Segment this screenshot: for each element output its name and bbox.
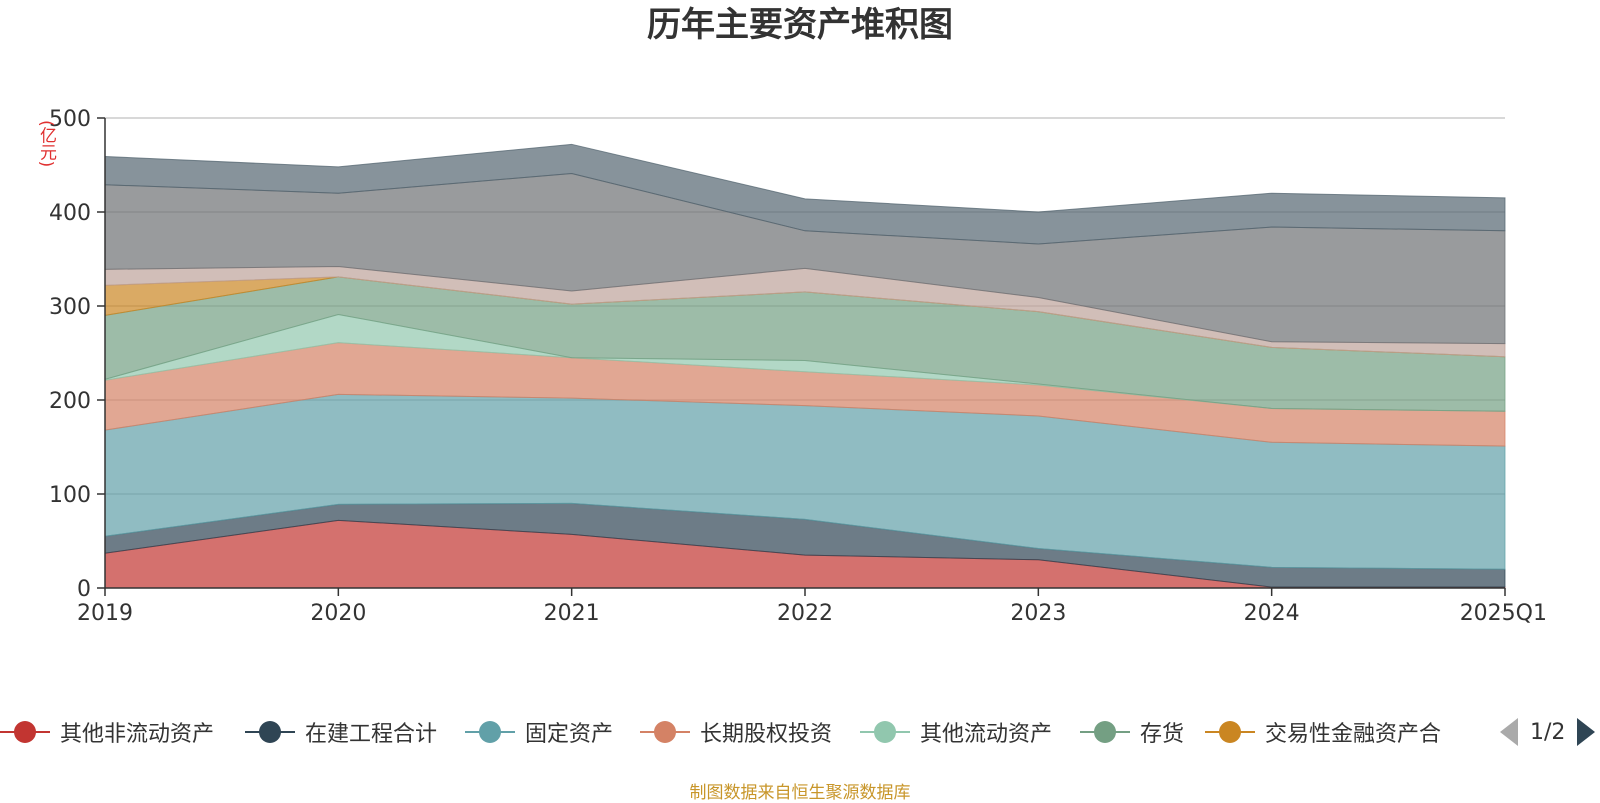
x-tick-label: 2019: [77, 601, 133, 626]
x-tick-label: 2023: [1010, 601, 1066, 626]
legend-next-page-icon[interactable]: [1577, 718, 1596, 746]
area-series: [104, 143, 1506, 589]
legend-pager: 1/2: [1500, 712, 1596, 752]
x-tick-label: 2025Q1: [1460, 601, 1547, 626]
y-tick-label: 400: [49, 201, 91, 226]
y-axis-unit-label: (亿元): [36, 120, 56, 168]
x-tick-label: 2021: [544, 601, 600, 626]
legend-label: 存货: [1140, 722, 1185, 747]
x-tick-label: 2020: [310, 601, 366, 626]
legend-page-indicator: 1/2: [1530, 719, 1566, 745]
y-tick-label: 100: [49, 483, 91, 508]
chart-title: 历年主要资产堆积图: [647, 5, 953, 45]
legend-marker-icon: [465, 712, 515, 752]
legend-label: 其他流动资产: [920, 722, 1053, 747]
legend-marker-icon: [1080, 712, 1130, 752]
legend-marker-icon: [640, 712, 690, 752]
legend-item[interactable]: 固定资产: [465, 712, 613, 752]
y-tick-label: 300: [49, 295, 91, 320]
y-tick-label: 0: [77, 577, 91, 602]
legend-marker-icon: [245, 712, 295, 752]
legend-prev-page-icon[interactable]: [1500, 718, 1518, 746]
axes: 0 100 200 300 400 500 2019 2020 2021 2022 2023 2024…: [49, 107, 1547, 626]
legend-label: 其他非流动资产: [60, 722, 215, 747]
legend-marker-icon: [860, 712, 910, 752]
legend-label: 长期股权投资: [700, 722, 833, 747]
legend-item[interactable]: 其他流动资产: [860, 712, 1052, 752]
area-series-9: [104, 143, 1506, 245]
legend: 1/2 其他非流动资产 在建工程合计 固定资产 长期股权投资 其他流动资产 存货 交易性金融…: [0, 712, 1600, 752]
source-note: 制图数据来自恒生聚源数据库: [689, 783, 911, 803]
legend-item[interactable]: 交易性金融资产合: [1205, 712, 1441, 752]
legend-label: 在建工程合计: [305, 722, 438, 747]
legend-item[interactable]: 其他非流动资产: [0, 712, 214, 752]
legend-item[interactable]: 存货: [1080, 712, 1184, 752]
legend-label: 交易性金融资产合: [1265, 722, 1442, 747]
y-tick-label: 500: [49, 107, 91, 132]
y-tick-label: 200: [49, 389, 91, 414]
legend-label: 固定资产: [525, 722, 614, 747]
legend-marker-icon: [1205, 712, 1255, 752]
legend-item[interactable]: 长期股权投资: [640, 712, 832, 752]
legend-marker-icon: [0, 712, 50, 752]
legend-item[interactable]: 在建工程合计: [245, 712, 437, 752]
x-tick-label: 2022: [777, 601, 833, 626]
x-tick-label: 2024: [1244, 601, 1300, 626]
